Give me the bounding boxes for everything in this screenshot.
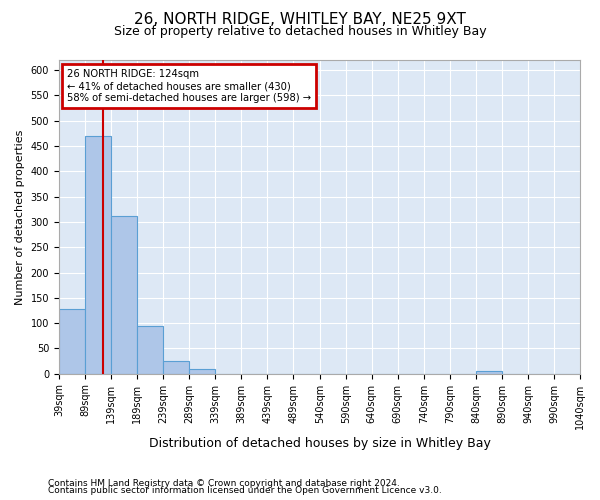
- X-axis label: Distribution of detached houses by size in Whitley Bay: Distribution of detached houses by size …: [149, 437, 490, 450]
- Text: Contains HM Land Registry data © Crown copyright and database right 2024.: Contains HM Land Registry data © Crown c…: [48, 478, 400, 488]
- Bar: [85, 136, 111, 374]
- Bar: [189, 368, 215, 374]
- Bar: [476, 371, 502, 374]
- Text: Contains public sector information licensed under the Open Government Licence v3: Contains public sector information licen…: [48, 486, 442, 495]
- Bar: [59, 309, 85, 374]
- Text: Size of property relative to detached houses in Whitley Bay: Size of property relative to detached ho…: [113, 25, 487, 38]
- Bar: [111, 216, 137, 374]
- Text: 26 NORTH RIDGE: 124sqm
← 41% of detached houses are smaller (430)
58% of semi-de: 26 NORTH RIDGE: 124sqm ← 41% of detached…: [67, 70, 311, 102]
- Y-axis label: Number of detached properties: Number of detached properties: [15, 129, 25, 304]
- Bar: [163, 361, 189, 374]
- Bar: [137, 326, 163, 374]
- Text: 26, NORTH RIDGE, WHITLEY BAY, NE25 9XT: 26, NORTH RIDGE, WHITLEY BAY, NE25 9XT: [134, 12, 466, 28]
